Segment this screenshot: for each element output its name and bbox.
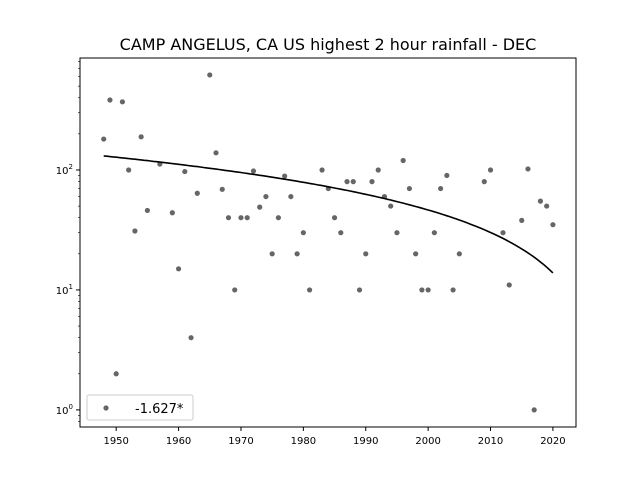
data-point xyxy=(257,204,263,210)
data-point xyxy=(132,228,138,234)
trend-line xyxy=(103,155,554,274)
data-point xyxy=(107,97,113,103)
data-point xyxy=(269,251,275,257)
data-point xyxy=(263,193,269,200)
data-point xyxy=(188,335,194,341)
data-point xyxy=(219,186,225,192)
x-tick-label: 1960 xyxy=(166,436,191,447)
legend: -1.627* xyxy=(86,394,194,421)
data-point xyxy=(113,371,119,377)
x-tick-label: 1950 xyxy=(103,436,128,447)
data-point xyxy=(487,167,494,173)
data-point xyxy=(331,215,338,221)
x-tick-label: 2020 xyxy=(540,436,565,447)
data-point xyxy=(525,166,531,172)
data-point xyxy=(344,179,350,185)
data-point xyxy=(400,157,406,164)
data-point xyxy=(300,230,306,236)
data-point xyxy=(119,99,126,105)
data-point xyxy=(175,266,182,272)
x-tick-label: 1980 xyxy=(291,436,316,447)
data-point xyxy=(182,168,188,175)
data-point xyxy=(500,230,506,236)
y-tick-label: 102 xyxy=(56,163,73,177)
legend-label: -1.627* xyxy=(135,402,184,417)
data-point xyxy=(431,230,437,236)
data-point xyxy=(506,282,512,288)
legend-box xyxy=(86,394,194,421)
data-point xyxy=(101,136,107,142)
data-point xyxy=(194,190,200,196)
data-point xyxy=(169,210,175,216)
data-point xyxy=(238,215,244,221)
data-point xyxy=(250,168,257,174)
data-point xyxy=(225,215,232,221)
data-point xyxy=(350,179,356,185)
data-point xyxy=(338,230,344,236)
data-point xyxy=(232,287,238,293)
data-point xyxy=(294,251,300,257)
plot-area: 1950 1960 1970 1980 1990 2000 2010 2020 100 101 10… xyxy=(56,57,577,447)
data-point xyxy=(413,251,419,257)
data-point xyxy=(519,217,525,223)
data-point xyxy=(419,287,425,293)
data-point xyxy=(319,167,325,173)
data-point xyxy=(244,215,250,221)
data-point xyxy=(369,179,375,185)
x-tick-label: 1970 xyxy=(228,436,253,447)
data-point xyxy=(207,72,213,78)
data-point xyxy=(363,251,369,257)
data-point xyxy=(481,179,487,185)
data-point xyxy=(531,407,537,413)
data-point xyxy=(450,287,456,293)
data-point xyxy=(550,222,556,228)
data-point xyxy=(394,230,400,236)
axes-frame xyxy=(79,57,577,428)
data-point xyxy=(144,207,150,214)
data-point xyxy=(537,198,544,204)
data-point xyxy=(138,134,144,140)
y-tick-label: 100 xyxy=(56,403,73,417)
data-point xyxy=(275,215,281,221)
x-tick-label: 2010 xyxy=(478,436,503,447)
y-tick-label: 101 xyxy=(56,283,73,297)
data-point xyxy=(288,193,294,200)
x-tick-label: 2000 xyxy=(415,436,440,447)
x-tick-label: 1990 xyxy=(353,436,378,447)
data-point xyxy=(406,185,413,192)
data-point xyxy=(444,172,450,179)
data-point xyxy=(375,167,381,173)
data-point xyxy=(126,167,132,173)
data-point xyxy=(282,173,288,179)
data-point xyxy=(388,203,394,209)
legend-marker xyxy=(103,405,109,411)
data-point xyxy=(425,287,431,293)
data-point xyxy=(306,287,313,293)
data-point xyxy=(438,185,444,192)
data-point xyxy=(544,203,550,209)
data-point xyxy=(356,287,363,293)
chart-title: CAMP ANGELUS, CA US highest 2 hour rainf… xyxy=(120,35,537,54)
data-point xyxy=(213,150,219,156)
data-point xyxy=(456,251,462,257)
